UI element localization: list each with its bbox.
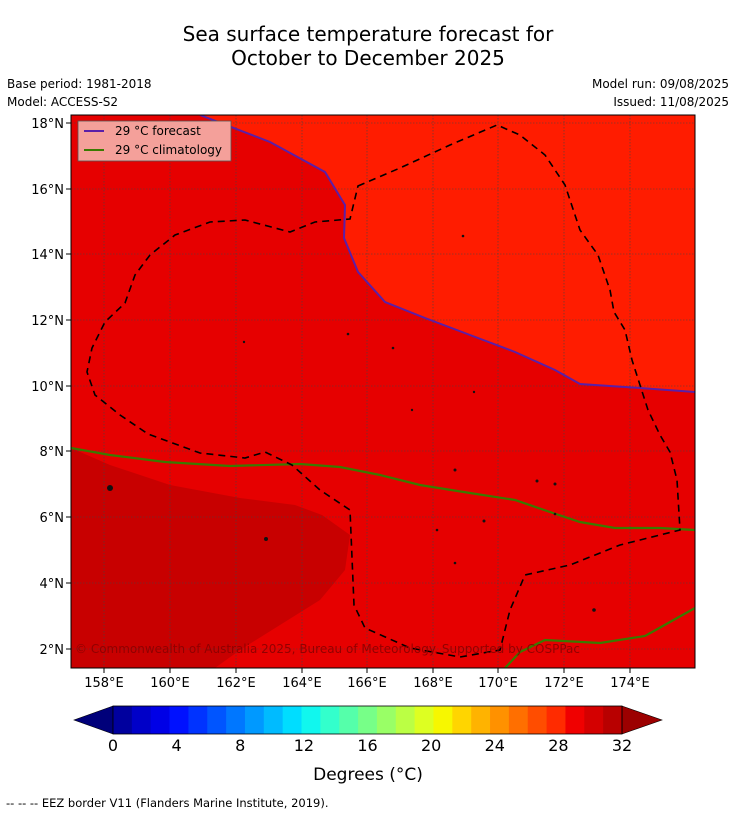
chart-title: Sea surface temperature forecast for Oct… (0, 22, 736, 70)
colorbar-swatch (188, 706, 208, 734)
lon-label: 162°E (216, 676, 256, 691)
colorbar-swatch (414, 706, 434, 734)
colorbar-swatch (395, 706, 416, 734)
colorbar-swatch (113, 706, 133, 734)
lat-label: 8°N (40, 445, 65, 460)
colorbar-tick-label: 4 (172, 736, 182, 755)
legend-forecast-label: 29 °C forecast (115, 124, 201, 138)
colorbar-tick-label: 16 (357, 736, 377, 755)
eez-footnote: -- -- -- EEZ border V11 (Flanders Marine… (6, 796, 329, 810)
title-line-1: Sea surface temperature forecast for (182, 22, 554, 46)
lon-label: 164°E (282, 676, 322, 691)
issued-date: Issued: 11/08/2025 (613, 95, 729, 109)
islands (107, 234, 596, 612)
colorbar-swatch (169, 706, 189, 734)
colorbar-swatch (301, 706, 321, 734)
lat-label: 4°N (40, 577, 65, 592)
colorbar-tick-label: 0 (108, 736, 118, 755)
grid-lines (71, 115, 695, 668)
base-period: Base period: 1981-2018 (7, 77, 152, 91)
colorbar-over-arrow (621, 705, 663, 735)
colorbar-swatch (471, 706, 491, 734)
map-frame (70, 114, 696, 669)
colorbar-swatch (320, 706, 340, 734)
colorbar-swatch (527, 706, 547, 734)
title-line-2: October to December 2025 (231, 46, 505, 70)
colorbar-swatch (244, 706, 265, 734)
lat-label: 10°N (31, 380, 64, 395)
longitude-labels: 158°E 160°E 162°E 164°E 166°E 168°E 170°E 172°E… (84, 668, 650, 691)
map-legend: 29 °C forecast 29 °C climatology (77, 120, 232, 162)
forecast-29c-contour (199, 115, 695, 393)
legend-climatology-label: 29 °C climatology (115, 143, 222, 157)
lon-label: 170°E (478, 676, 518, 691)
lat-label: 16°N (31, 183, 64, 198)
colorbar-frame (112, 705, 623, 735)
colorbar-swatch (433, 706, 453, 734)
climatology-29c-contour (71, 446, 695, 532)
climatology-29c-contour-south (504, 607, 695, 668)
lon-label: 168°E (413, 676, 453, 691)
lat-label: 14°N (31, 248, 64, 263)
colorbar-swatch (565, 706, 585, 734)
cool-temperature-region (71, 448, 350, 668)
colorbar-swatch (603, 706, 623, 734)
colorbar-swatch (282, 706, 302, 734)
map-area: © Commonwealth of Australia 2025, Bureau… (71, 115, 695, 668)
colorbar-swatch (150, 706, 170, 734)
colorbar-swatch (508, 706, 529, 734)
latitude-labels: 2°N 4°N 6°N 8°N 10°N 12°N 14°N 16°N 18°N (31, 117, 71, 658)
model-name: Model: ACCESS-S2 (7, 95, 119, 109)
colorbar-swatch (376, 706, 397, 734)
eez-border (86, 124, 681, 658)
colorbar-tick-label: 20 (421, 736, 441, 755)
colorbar-tick-label: 32 (612, 736, 632, 755)
lon-label: 158°E (84, 676, 124, 691)
lat-label: 18°N (31, 117, 64, 132)
colorbar-swatch (452, 706, 472, 734)
meta-right: Model run: 09/08/2025 Issued: 11/08/2025 (592, 75, 729, 111)
copyright-text: © Commonwealth of Australia 2025, Bureau… (75, 642, 580, 656)
colorbar-swatch (358, 706, 378, 734)
colorbar-swatch (226, 706, 246, 734)
lon-label: 174°E (610, 676, 650, 691)
colorbar-tick-labels: 0 4 8 12 16 20 24 28 32 (108, 736, 632, 755)
lat-label: 2°N (40, 643, 65, 658)
colorbar (73, 705, 663, 735)
model-run: Model run: 09/08/2025 (591, 77, 729, 91)
colorbar-swatch (131, 706, 152, 734)
warm-temperature-region (200, 115, 695, 392)
lat-label: 12°N (31, 314, 64, 329)
colorbar-swatch (339, 706, 359, 734)
colorbar-tick-label: 24 (485, 736, 505, 755)
colorbar-swatch (546, 706, 566, 734)
colorbar-swatch (263, 706, 284, 734)
lon-label: 166°E (347, 676, 387, 691)
meta-left: Base period: 1981-2018 Model: ACCESS-S2 (7, 75, 152, 111)
lon-label: 172°E (544, 676, 584, 691)
colorbar-swatch (584, 706, 604, 734)
lon-label: 160°E (150, 676, 190, 691)
colorbar-tick-label: 28 (548, 736, 568, 755)
lat-label: 6°N (40, 511, 65, 526)
colorbar-tick-label: 8 (235, 736, 245, 755)
colorbar-swatch (490, 706, 510, 734)
colorbar-tick-label: 12 (294, 736, 314, 755)
colorbar-swatch (207, 706, 227, 734)
colorbar-under-arrow (73, 705, 114, 735)
colorbar-label: Degrees (°C) (313, 765, 423, 785)
